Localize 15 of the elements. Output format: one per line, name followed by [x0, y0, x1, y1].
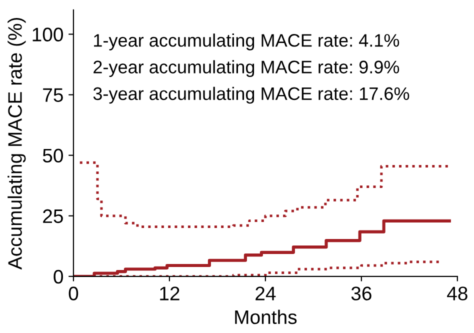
- annotation: 1-year accumulating MACE rate: 4.1%: [94, 34, 400, 50]
- y-tick-label: 75: [43, 88, 63, 102]
- y-tick-label: 50: [42, 148, 63, 163]
- x-axis-title: Months: [235, 310, 297, 324]
- x-tick-label: 0: [68, 286, 78, 300]
- annotation: 3-year accumulating MACE rate: 17.6%: [93, 86, 410, 104]
- x-tick-label: 48: [447, 286, 468, 300]
- annotation: 2-year accumulating MACE rate: 9.9%: [94, 60, 400, 78]
- x-tick-label: 36: [351, 286, 372, 300]
- x-tick-label: 24: [256, 286, 276, 300]
- y-tick-label: 25: [43, 209, 63, 224]
- x-tick-label: 12: [160, 286, 180, 300]
- y-tick-label: 0: [54, 270, 63, 284]
- y-tick-label: 100: [32, 28, 63, 42]
- y-axis-title: Accumulating MACE rate (%): [8, 18, 26, 270]
